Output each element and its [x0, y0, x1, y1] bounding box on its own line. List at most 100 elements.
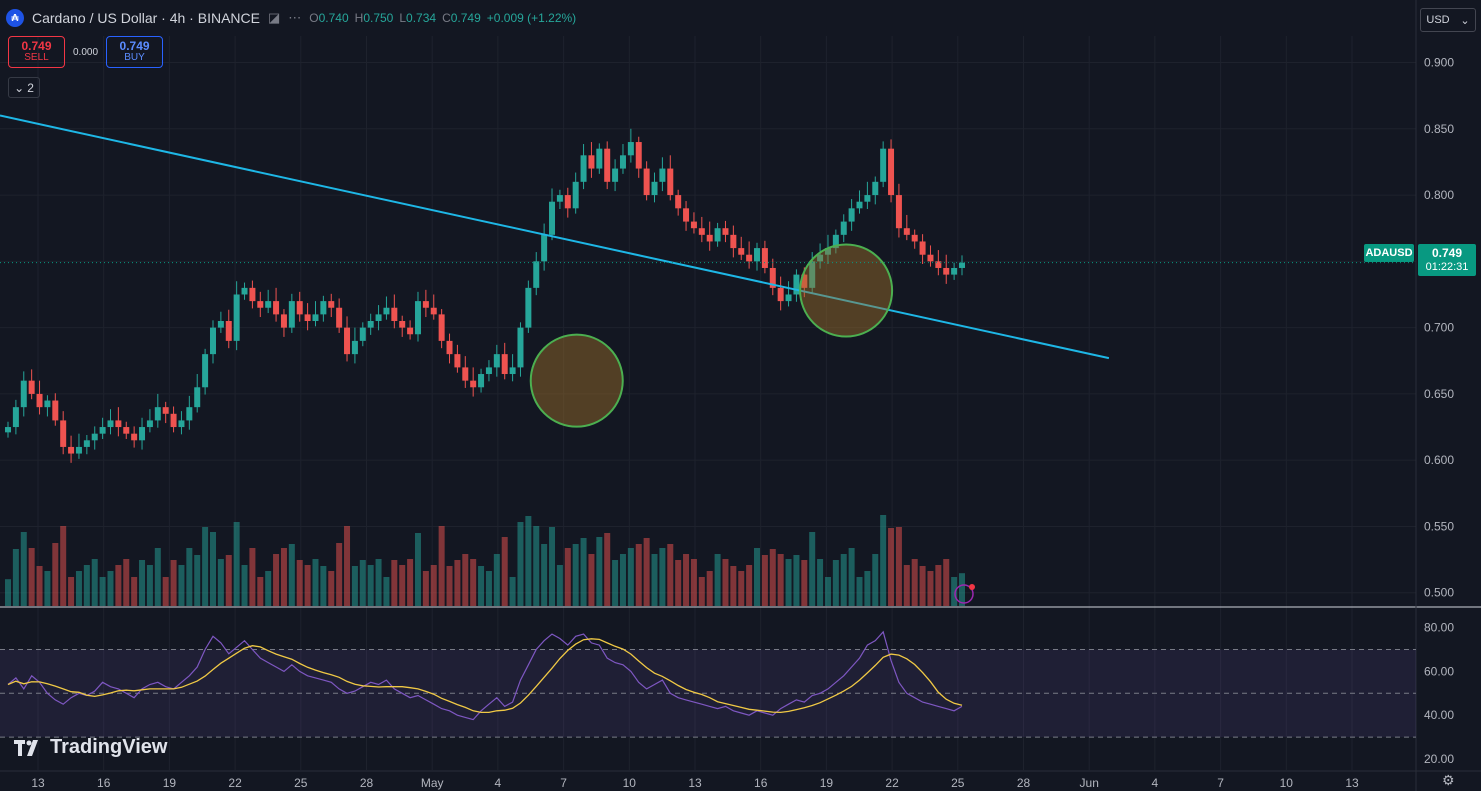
volume-bar: [856, 577, 863, 606]
currency-select[interactable]: USD ⌄: [1420, 8, 1476, 32]
volume-bar: [241, 565, 248, 606]
candle-body: [312, 314, 319, 321]
bar-countdown: 01:22:31: [1425, 260, 1469, 273]
volume-bar: [643, 538, 650, 606]
time-tick-label: 4: [495, 776, 502, 790]
candle-body: [430, 307, 437, 315]
candle-body: [549, 201, 556, 235]
volume-bar: [304, 565, 311, 606]
volume-bar: [596, 537, 603, 606]
volume-bar: [233, 522, 240, 606]
candle-body: [462, 367, 469, 381]
volume-bar: [903, 565, 910, 606]
rsi-line: [7, 630, 963, 721]
candle-body: [44, 400, 51, 408]
candle-body: [194, 387, 201, 408]
candle-body: [533, 261, 540, 288]
candle-body: [517, 327, 524, 368]
candle-body: [68, 446, 75, 454]
volume-bar: [832, 560, 839, 606]
brand-name: TradingView: [50, 736, 168, 758]
volume-bar: [895, 527, 902, 606]
volume-bar: [635, 544, 642, 606]
candle-body: [288, 301, 295, 328]
candle-body: [730, 234, 737, 249]
candle-body: [777, 287, 784, 302]
rsi-tick-label: 40.00: [1424, 708, 1454, 722]
candle-body: [612, 168, 619, 182]
volume-bar: [864, 571, 871, 606]
volume-bar: [627, 548, 634, 606]
volume-bar: [943, 559, 950, 606]
volume-bar: [659, 548, 666, 606]
candle-body: [580, 155, 587, 182]
volume-bar: [761, 555, 768, 606]
open-label: O: [309, 11, 319, 25]
indicators-collapse-button[interactable]: ⌄ 2: [8, 77, 40, 98]
candle-body: [391, 307, 398, 321]
time-tick-label: Jun: [1080, 776, 1099, 790]
price-tick-label: 0.500: [1424, 586, 1454, 600]
volume-bar: [619, 554, 626, 606]
volume-bar: [675, 560, 682, 606]
candle-body: [485, 367, 492, 375]
more-icon[interactable]: ⋯: [288, 10, 302, 25]
candle-body: [556, 195, 563, 202]
candle-body: [951, 267, 958, 275]
volume-bar: [722, 559, 729, 606]
volume-bar: [344, 526, 351, 606]
volume-bar: [146, 565, 153, 606]
volume-bar: [690, 559, 697, 606]
buy-button[interactable]: 0.749 BUY: [106, 36, 164, 68]
volume-bar: [556, 565, 563, 606]
volume-bar: [730, 566, 737, 606]
volume-bar: [541, 544, 548, 606]
volume-bar: [154, 548, 161, 606]
volume-bar: [265, 571, 272, 606]
volume-bar: [328, 571, 335, 606]
candle-body: [525, 287, 532, 328]
volume-bar: [414, 533, 421, 606]
candle-body: [809, 261, 816, 288]
chevron-down-icon: ⌄: [1460, 14, 1470, 27]
high-value: 0.750: [363, 11, 394, 25]
candle-body: [911, 234, 918, 242]
time-tick-label: 10: [623, 776, 637, 790]
price-tick-label: 0.900: [1424, 56, 1454, 70]
last-price: 0.749: [1431, 245, 1463, 260]
buy-label: BUY: [124, 52, 145, 64]
currency-label: USD: [1426, 14, 1450, 26]
volume-bar: [667, 544, 674, 606]
settings-gear-icon[interactable]: ⚙: [1442, 772, 1455, 788]
symbol-title[interactable]: Cardano / US Dollar · 4h · BINANCE: [32, 10, 260, 26]
sell-button[interactable]: 0.749 SELL: [8, 36, 65, 68]
tradingview-logo[interactable]: TradingView: [14, 736, 167, 759]
symbol-flag-icon[interactable]: ◪: [267, 10, 281, 25]
candle-body: [706, 234, 713, 242]
volume-bar: [880, 515, 887, 606]
volume-bar: [509, 577, 516, 606]
indicator-count: 2: [27, 80, 34, 95]
candle-body: [139, 427, 146, 441]
volume-bar: [186, 548, 193, 606]
candle-body: [131, 433, 138, 441]
candle-body: [919, 241, 926, 255]
price-tick-label: 0.850: [1424, 122, 1454, 136]
candle-body: [675, 195, 682, 209]
volume-bar: [478, 566, 485, 606]
candle-body: [785, 294, 792, 302]
volume-bar: [288, 544, 295, 606]
candle-body: [438, 314, 445, 341]
volume-bar: [44, 571, 51, 606]
candle-body: [564, 195, 571, 209]
rsi-tick-label: 80.00: [1424, 621, 1454, 635]
candle-body: [651, 181, 658, 196]
candle-body: [202, 354, 209, 388]
volume-bar: [36, 566, 43, 606]
trade-panel: 0.749 SELL 0.000 0.749 BUY: [8, 36, 164, 68]
alert-dot-icon: [969, 584, 975, 590]
volume-bar: [280, 548, 287, 606]
alert-lightning-icon: [954, 584, 974, 604]
